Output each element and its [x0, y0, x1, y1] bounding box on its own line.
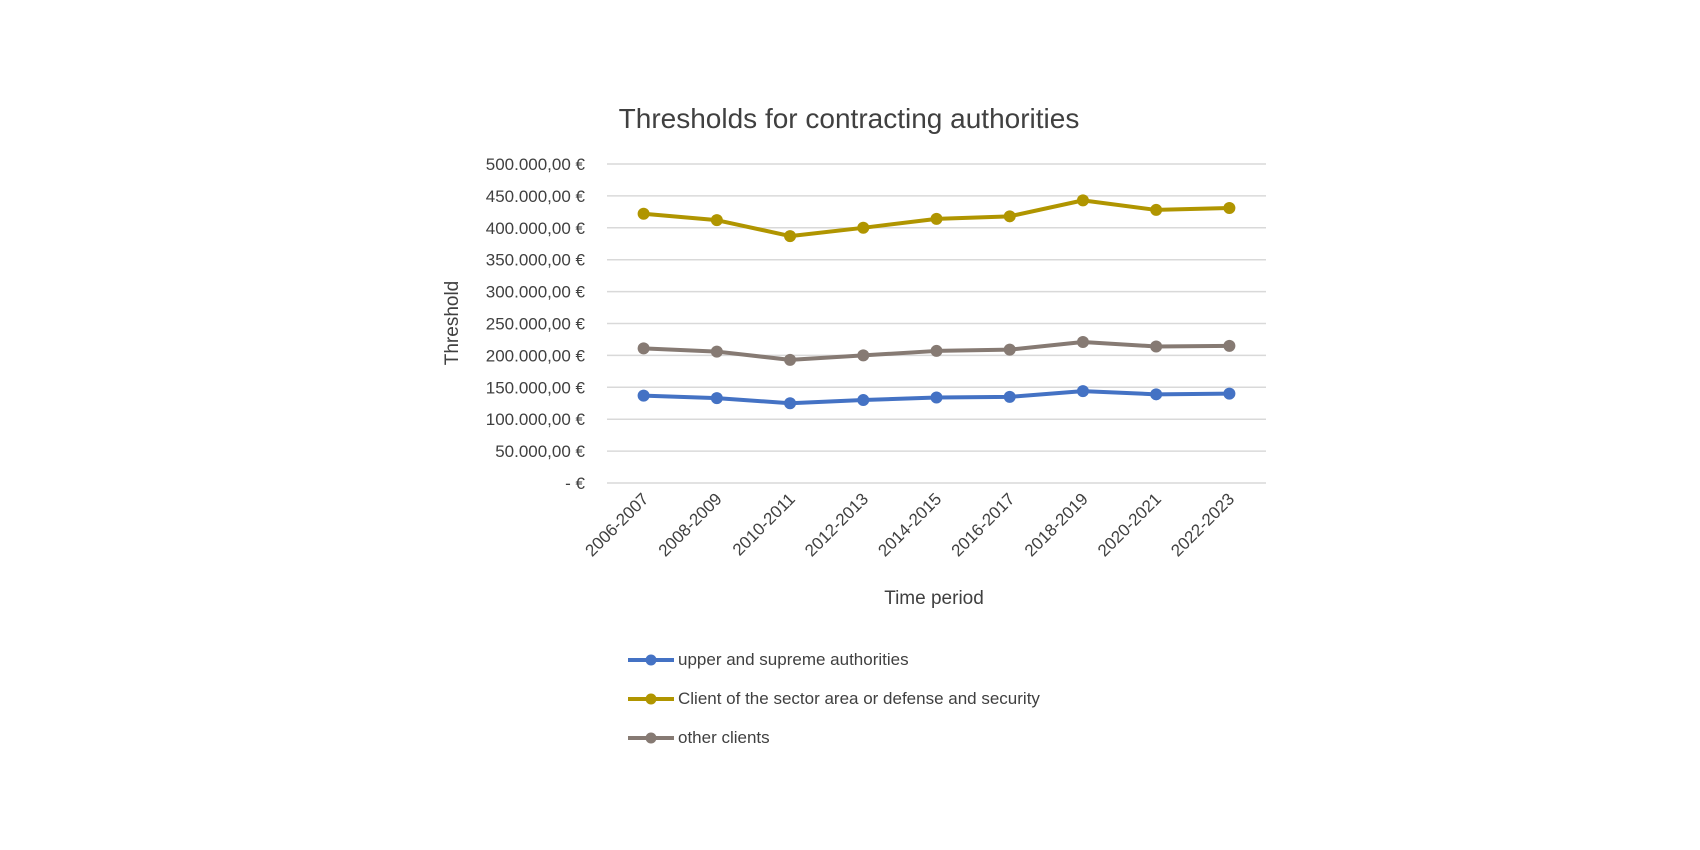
data-point: [930, 391, 943, 404]
y-axis-label: Threshold: [442, 281, 463, 366]
data-point: [1076, 336, 1089, 349]
data-point: [1003, 210, 1016, 223]
data-point: [637, 389, 650, 402]
data-point: [1150, 340, 1163, 353]
chart-title: Thresholds for contracting authorities: [619, 103, 1080, 134]
y-tick-label: 300.000,00 €: [486, 283, 586, 302]
data-point: [857, 394, 870, 407]
y-tick-label: 100.000,00 €: [486, 410, 586, 429]
data-point: [1223, 339, 1236, 352]
data-point: [1076, 194, 1089, 207]
x-tick-label: 2016-2017: [948, 489, 1019, 560]
legend-item: Client of the sector area or defense and…: [628, 679, 1040, 718]
data-point: [1076, 385, 1089, 398]
y-tick-label: 150.000,00 €: [486, 378, 586, 397]
y-tick-label: 500.000,00 €: [486, 155, 586, 174]
data-point: [710, 392, 723, 405]
data-point: [857, 349, 870, 362]
x-tick-label: 2008-2009: [655, 489, 726, 560]
x-tick-label: 2014-2015: [874, 489, 945, 560]
y-tick-label: 450.000,00 €: [486, 187, 586, 206]
data-point: [710, 214, 723, 227]
y-tick-label: 200.000,00 €: [486, 346, 586, 365]
x-tick-label: 2006-2007: [582, 489, 653, 560]
data-point: [1003, 343, 1016, 356]
data-point: [1150, 203, 1163, 216]
legend-marker: [628, 654, 674, 665]
data-point: [637, 207, 650, 220]
x-tick-label: 2020-2021: [1094, 489, 1165, 560]
legend-label: upper and supreme authorities: [678, 649, 909, 669]
y-tick-label: 350.000,00 €: [486, 251, 586, 270]
data-point: [784, 230, 797, 243]
legend-item: other clients: [628, 718, 1040, 757]
legend-label: other clients: [678, 727, 770, 747]
legend-item: upper and supreme authorities: [628, 640, 1040, 679]
x-tick-label: 2012-2013: [801, 489, 872, 560]
x-axis-label: Time period: [884, 588, 984, 609]
data-point: [784, 353, 797, 366]
x-tick-label: 2018-2019: [1021, 489, 1092, 560]
data-point: [1003, 390, 1016, 403]
data-point: [784, 397, 797, 410]
legend-label: Client of the sector area or defense and…: [678, 688, 1040, 708]
data-point: [930, 344, 943, 357]
legend-marker: [628, 693, 674, 704]
y-tick-label: 400.000,00 €: [486, 219, 586, 238]
data-point: [637, 342, 650, 355]
x-tick-label: 2010-2011: [729, 489, 799, 559]
data-point: [930, 212, 943, 225]
data-point: [1150, 388, 1163, 401]
y-tick-label: 250.000,00 €: [486, 315, 586, 334]
data-point: [1223, 387, 1236, 400]
data-point: [710, 345, 723, 358]
x-tick-label: 2022-2023: [1167, 489, 1238, 560]
legend: upper and supreme authorities Client of t…: [628, 640, 1040, 757]
y-tick-label: 50.000,00 €: [495, 442, 585, 461]
data-point: [1223, 202, 1236, 215]
y-tick-label: - €: [565, 474, 585, 493]
legend-marker: [628, 732, 674, 743]
data-point: [857, 221, 870, 234]
